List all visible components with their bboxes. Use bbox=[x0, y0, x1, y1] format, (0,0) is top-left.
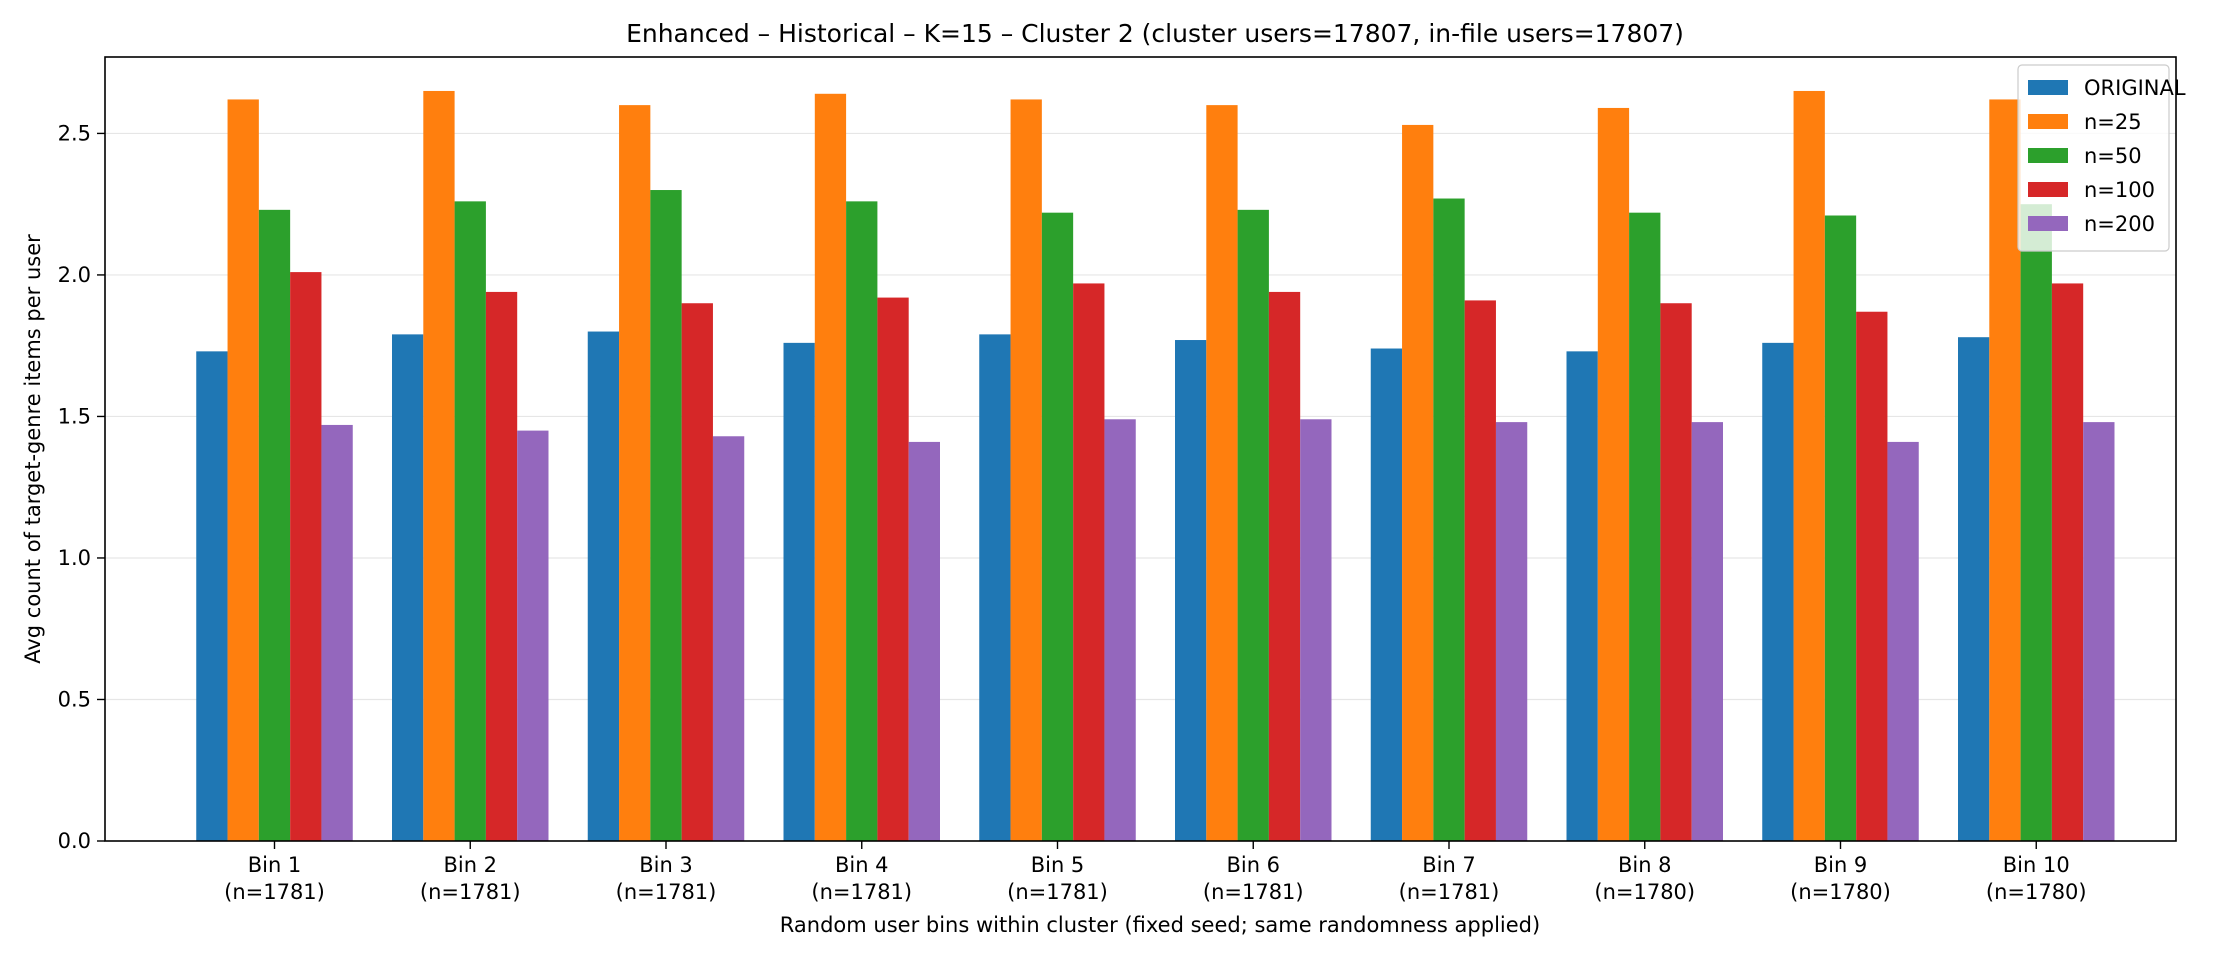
bar-n100-bin-3 bbox=[681, 303, 713, 841]
bar-n25-bin-3 bbox=[619, 105, 651, 842]
legend-label: ORIGINAL bbox=[2084, 76, 2186, 100]
bar-n50-bin-9 bbox=[1824, 215, 1857, 841]
bar-n100-bin-2 bbox=[485, 291, 518, 841]
bar-n100-bin-10 bbox=[2051, 283, 2084, 841]
x-tick-label: Bin 10 bbox=[2003, 853, 2070, 877]
bar-n200-bin-9 bbox=[1887, 441, 1919, 841]
y-tick-label: 1.0 bbox=[58, 546, 91, 570]
bar-n100-bin-6 bbox=[1268, 291, 1301, 841]
x-axis-ticks: Bin 1 (n=1781) Bin 2 (n=1781) Bin 3 (n=1781) B… bbox=[224, 841, 2087, 904]
x-axis-label: Random user bins within cluster (fixed s… bbox=[780, 913, 1540, 937]
x-tick-label: Bin 2 bbox=[443, 853, 497, 877]
bars bbox=[196, 90, 2115, 842]
bar-original-bin-4 bbox=[783, 342, 815, 841]
x-tick-count-label: (n=1781) bbox=[420, 880, 521, 904]
bar-original-bin-9 bbox=[1762, 342, 1794, 841]
bar-original-bin-3 bbox=[587, 331, 620, 841]
x-tick-label: Bin 7 bbox=[1422, 853, 1476, 877]
bar-n25-bin-4 bbox=[814, 93, 847, 842]
bar-original-bin-10 bbox=[1958, 337, 1990, 841]
x-tick-label: Bin 1 bbox=[248, 853, 302, 877]
x-tick-label: Bin 6 bbox=[1226, 853, 1280, 877]
x-tick-count-label: (n=1781) bbox=[224, 880, 325, 904]
plot-frame bbox=[104, 56, 2177, 842]
bar-n25-bin-2 bbox=[423, 90, 455, 841]
bar-n25-bin-1 bbox=[227, 99, 259, 841]
legend-swatch bbox=[2028, 148, 2068, 163]
bar-n200-bin-3 bbox=[712, 436, 745, 841]
bar-n25-bin-7 bbox=[1402, 124, 1434, 842]
bar-n200-bin-10 bbox=[2083, 422, 2115, 841]
bar-n25-bin-8 bbox=[1597, 107, 1630, 841]
bar-n50-bin-1 bbox=[258, 209, 291, 842]
legend-label: n=50 bbox=[2084, 144, 2142, 168]
legend-swatch bbox=[2028, 216, 2068, 231]
bar-n100-bin-4 bbox=[877, 297, 909, 842]
x-tick-count-label: (n=1780) bbox=[1790, 880, 1891, 904]
x-tick-count-label: (n=1781) bbox=[1007, 880, 1108, 904]
x-tick-label: Bin 4 bbox=[835, 853, 889, 877]
bar-n25-bin-10 bbox=[1989, 99, 2021, 841]
legend-label: n=200 bbox=[2084, 212, 2155, 236]
x-tick-label: Bin 8 bbox=[1618, 853, 1672, 877]
bar-n50-bin-3 bbox=[650, 190, 682, 841]
x-tick-count-label: (n=1781) bbox=[1399, 880, 1500, 904]
x-tick-label: Bin 9 bbox=[1814, 853, 1868, 877]
y-tick-label: 2.5 bbox=[58, 121, 91, 145]
x-tick-label: Bin 3 bbox=[639, 853, 693, 877]
bar-original-bin-1 bbox=[196, 351, 228, 841]
legend: ORIGINAL n=25 n=50 n=100 n=200 bbox=[2017, 64, 2186, 252]
bar-n200-bin-1 bbox=[321, 424, 353, 841]
y-tick-label: 2.0 bbox=[58, 263, 91, 287]
bar-original-bin-5 bbox=[979, 334, 1011, 841]
bar-n50-bin-5 bbox=[1041, 212, 1074, 842]
bar-n200-bin-5 bbox=[1104, 419, 1136, 841]
y-axis-ticks: 0.0 0.5 1.0 1.5 2.0 2.5 bbox=[58, 121, 105, 853]
bar-n100-bin-1 bbox=[290, 272, 322, 842]
bar-n100-bin-7 bbox=[1464, 300, 1496, 841]
y-tick-label: 1.5 bbox=[58, 404, 91, 428]
bar-n25-bin-5 bbox=[1010, 99, 1042, 841]
x-tick-count-label: (n=1781) bbox=[616, 880, 717, 904]
x-tick-label: Bin 5 bbox=[1031, 853, 1085, 877]
bar-n25-bin-6 bbox=[1206, 105, 1238, 842]
legend-label: n=100 bbox=[2084, 178, 2155, 202]
x-tick-count-label: (n=1780) bbox=[1594, 880, 1695, 904]
bar-original-bin-2 bbox=[392, 334, 424, 841]
legend-swatch bbox=[2028, 114, 2068, 129]
bar-n50-bin-7 bbox=[1433, 198, 1465, 841]
bar-n25-bin-9 bbox=[1793, 90, 1825, 841]
legend-box bbox=[2017, 64, 2170, 252]
legend-swatch bbox=[2028, 182, 2068, 197]
legend-label: n=25 bbox=[2084, 110, 2142, 134]
bar-n50-bin-4 bbox=[846, 201, 878, 842]
x-tick-count-label: (n=1781) bbox=[811, 880, 912, 904]
bar-original-bin-8 bbox=[1566, 351, 1598, 841]
y-tick-label: 0.0 bbox=[58, 829, 91, 853]
bar-n200-bin-7 bbox=[1495, 422, 1528, 841]
bar-n200-bin-8 bbox=[1691, 422, 1723, 841]
bar-n200-bin-2 bbox=[517, 430, 549, 841]
bar-n50-bin-2 bbox=[454, 201, 486, 842]
x-tick-count-label: (n=1781) bbox=[1203, 880, 1304, 904]
bar-n50-bin-10 bbox=[2020, 204, 2052, 841]
legend-swatch bbox=[2028, 80, 2068, 95]
bar-n100-bin-9 bbox=[1856, 311, 1888, 842]
bar-n100-bin-5 bbox=[1073, 283, 1105, 841]
y-axis-label: Avg count of target-genre items per user bbox=[21, 234, 45, 664]
bar-n100-bin-8 bbox=[1660, 303, 1692, 841]
bar-n200-bin-6 bbox=[1300, 419, 1332, 841]
y-tick-label: 0.5 bbox=[58, 687, 91, 711]
bar-original-bin-6 bbox=[1175, 340, 1207, 841]
bar-n50-bin-8 bbox=[1629, 212, 1661, 842]
chart-title: Enhanced – Historical – K=15 – Cluster 2… bbox=[626, 19, 1684, 48]
bar-original-bin-7 bbox=[1370, 348, 1403, 841]
x-tick-count-label: (n=1780) bbox=[1986, 880, 2087, 904]
bar-n200-bin-4 bbox=[908, 441, 940, 841]
bar-n50-bin-6 bbox=[1237, 209, 1269, 842]
